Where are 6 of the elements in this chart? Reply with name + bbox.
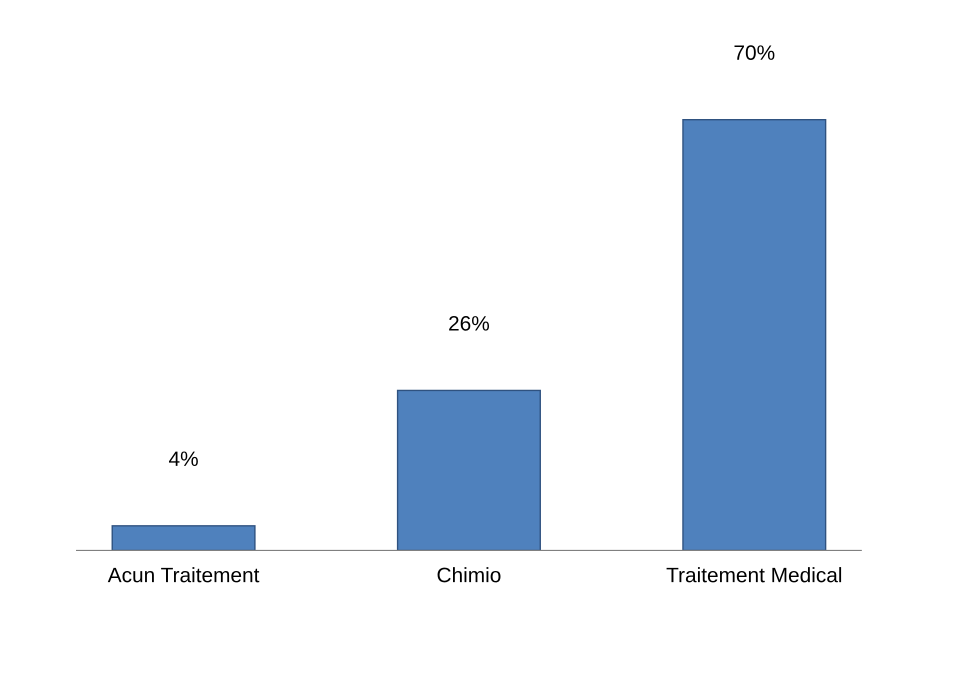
data-label: 70%: [734, 45, 774, 60]
x-tick-label: Acun Traitement: [108, 567, 260, 582]
x-tick-label: Traitement Medical: [666, 567, 842, 582]
data-label: 4%: [168, 451, 198, 466]
data-label: 26%: [449, 316, 490, 331]
x-tick-label: Chimio: [438, 567, 500, 582]
